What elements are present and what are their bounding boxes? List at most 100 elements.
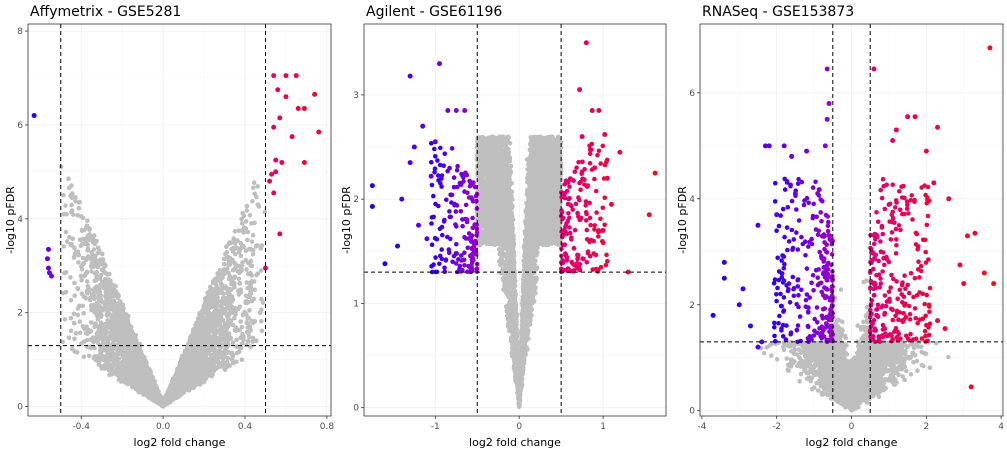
nonsignificant-point [130, 384, 135, 390]
nonsignificant-point [180, 375, 185, 381]
nonsignificant-point [250, 248, 256, 253]
nonsignificant-point [84, 270, 90, 275]
nonsignificant-point [93, 277, 99, 283]
panel-title: Affymetrix - GSE5281 [30, 4, 181, 20]
nonsignificant-point [190, 328, 196, 334]
up-regulated-point [301, 159, 307, 165]
nonsignificant-point [249, 221, 254, 226]
nonsignificant-point [246, 315, 251, 321]
nonsignificant-point [118, 350, 123, 355]
nonsignificant-point [169, 378, 175, 384]
nonsignificant-point [143, 377, 148, 383]
nonsignificant-point [132, 380, 137, 385]
nonsignificant-point [221, 334, 227, 339]
nonsignificant-point [97, 276, 103, 281]
nonsignificant-point [231, 276, 237, 281]
nonsignificant-point [71, 255, 77, 260]
nonsignificant-point [253, 338, 259, 344]
nonsignificant-point [213, 336, 219, 341]
nonsignificant-point [137, 373, 142, 379]
nonsignificant-point [69, 209, 74, 215]
nonsignificant-point [92, 324, 97, 330]
nonsignificant-point [222, 310, 227, 316]
nonsignificant-point [250, 233, 256, 238]
nonsignificant-point [177, 382, 183, 388]
nonsignificant-point [230, 354, 235, 360]
nonsignificant-point [80, 262, 85, 267]
up-regulated-points [262, 73, 322, 271]
nonsignificant-point [85, 248, 90, 253]
nonsignificant-point [208, 352, 214, 358]
nonsignificant-point [69, 202, 74, 208]
nonsignificant-point [62, 317, 68, 322]
nonsignificant-point [92, 290, 97, 295]
nonsignificant-point [81, 310, 86, 316]
nonsignificant-point [106, 361, 111, 366]
nonsignificant-point [193, 371, 198, 377]
nonsignificant-point [244, 267, 249, 272]
nonsignificant-point [243, 219, 249, 224]
nonsignificant-point [199, 363, 205, 369]
nonsignificant-point [117, 376, 123, 381]
nonsignificant-point [98, 314, 104, 320]
up-regulated-point [273, 169, 279, 175]
nonsignificant-point [249, 318, 254, 324]
nonsignificant-point [182, 384, 188, 390]
nonsignificant-point [182, 355, 187, 360]
nonsignificant-point [78, 243, 84, 249]
nonsignificant-point [121, 350, 127, 355]
nonsignificant-point [92, 336, 97, 342]
nonsignificant-point [100, 307, 106, 313]
nonsignificant-point [207, 335, 213, 340]
nonsignificant-point [111, 324, 116, 330]
nonsignificant-point [84, 257, 89, 263]
nonsignificant-point [244, 311, 249, 317]
nonsignificant-point [213, 321, 219, 326]
nonsignificant-point [249, 239, 255, 244]
nonsignificant-point [88, 320, 94, 325]
nonsignificant-point [123, 342, 129, 348]
nonsignificant-point [250, 339, 256, 344]
nonsignificant-point [224, 359, 230, 365]
nonsignificant-point [224, 244, 229, 249]
nonsignificant-point [92, 259, 97, 265]
nonsignificant-point [75, 286, 80, 291]
nonsignificant-point [199, 358, 205, 364]
nonsignificant-point [143, 366, 148, 372]
nonsignificant-point [213, 292, 218, 297]
nonsignificant-point [247, 212, 253, 218]
up-regulated-point [301, 106, 307, 112]
nonsignificant-point [111, 353, 116, 359]
nonsignificant-point [219, 290, 225, 296]
nonsignificant-point [243, 293, 249, 299]
nonsignificant-point [115, 302, 120, 308]
nonsignificant-point [255, 184, 260, 189]
nonsignificant-point [240, 260, 245, 265]
nonsignificant-point [121, 367, 127, 373]
nonsignificant-point [63, 229, 69, 235]
nonsignificant-point [72, 245, 77, 251]
up-regulated-point [289, 134, 295, 140]
nonsignificant-point [148, 389, 153, 394]
nonsignificant-point [194, 340, 199, 346]
nonsignificant-point [73, 195, 78, 200]
nonsignificant-point [201, 308, 207, 314]
nonsignificant-point [218, 352, 224, 358]
nonsignificant-point [81, 339, 87, 344]
nonsignificant-point [183, 381, 188, 386]
nonsignificant-point [212, 359, 217, 365]
nonsignificant-point [103, 276, 108, 282]
y-tick-label: 8 [17, 27, 23, 37]
nonsignificant-point [237, 281, 243, 286]
nonsignificant-point [206, 370, 212, 375]
nonsignificant-point [100, 322, 106, 328]
nonsignificant-point [116, 293, 121, 299]
nonsignificant-point [245, 237, 250, 243]
nonsignificant-point [209, 373, 214, 379]
nonsignificant-point [217, 348, 222, 354]
nonsignificant-point [257, 310, 263, 316]
nonsignificant-point [68, 193, 73, 198]
nonsignificant-point [133, 368, 139, 373]
up-regulated-point [283, 73, 289, 79]
